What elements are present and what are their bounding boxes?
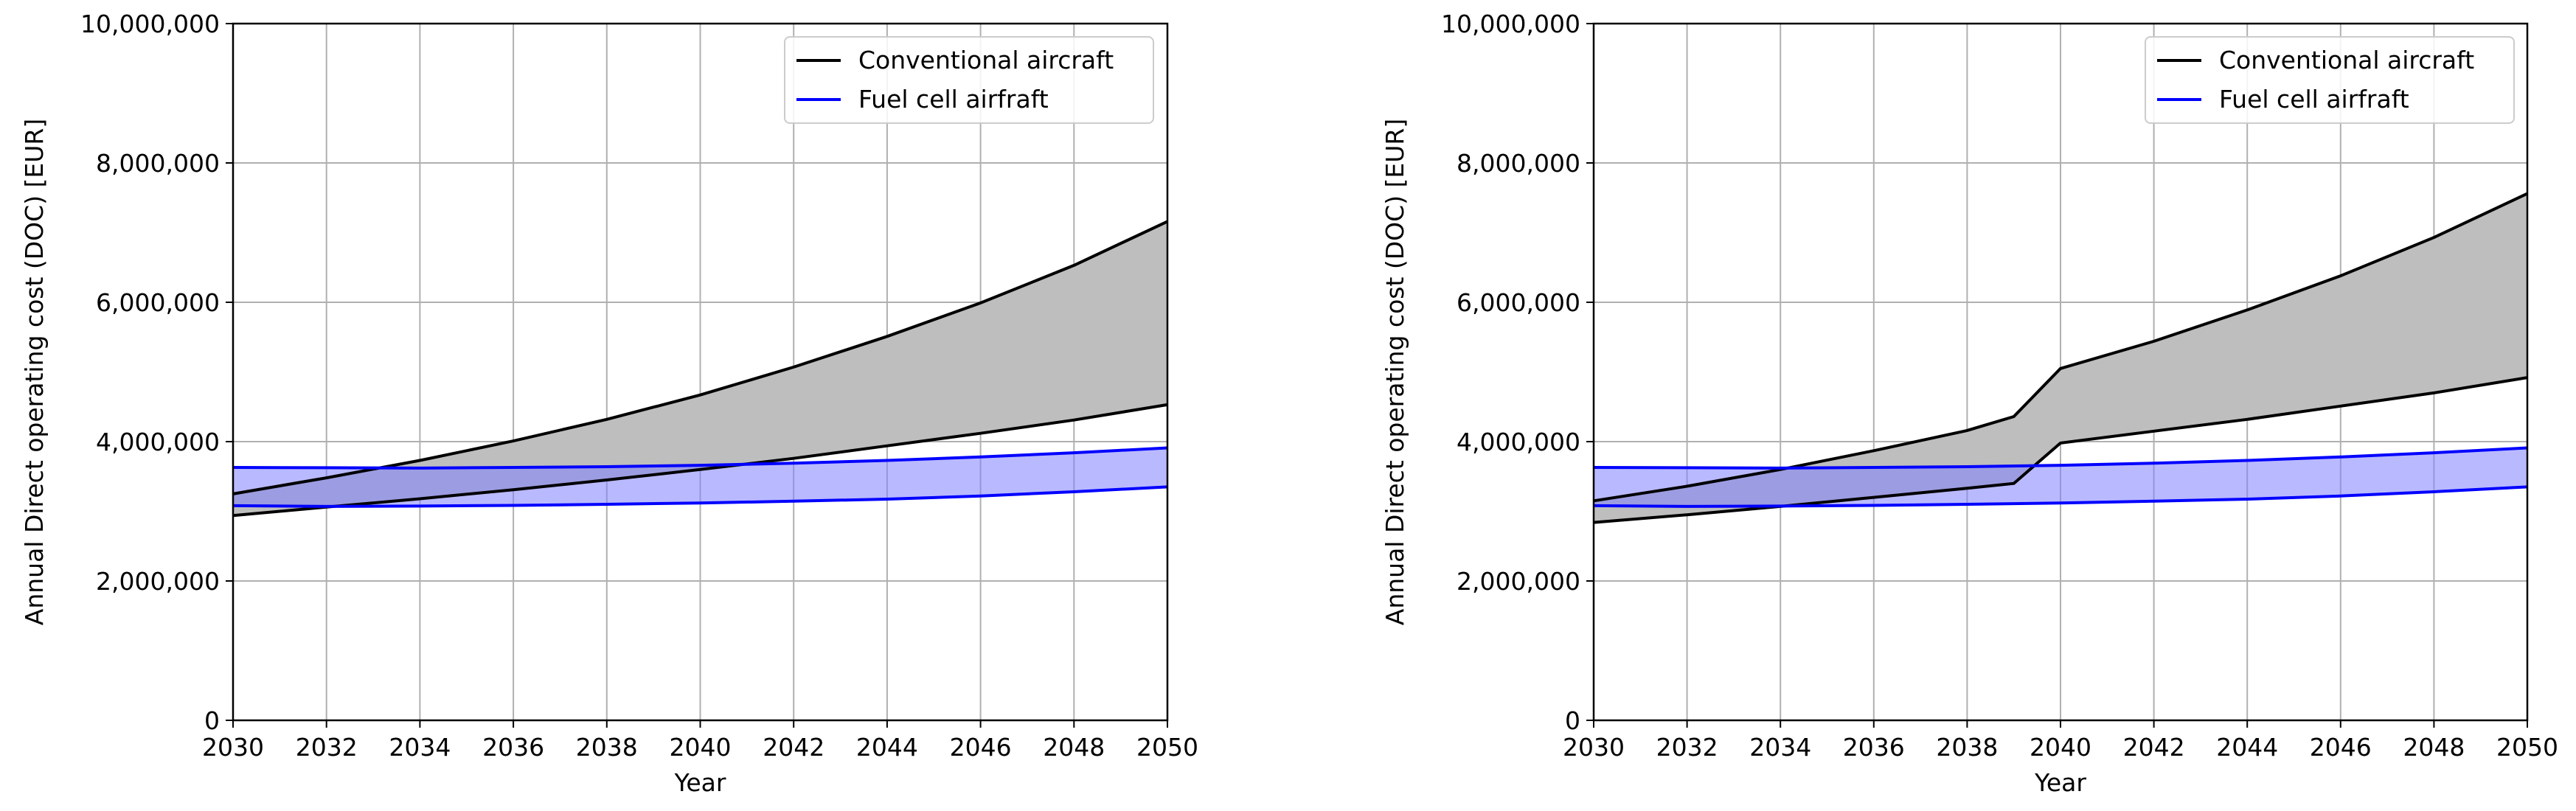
x-tick-label: 2036	[1843, 733, 1905, 762]
x-tick-label: 2032	[296, 733, 358, 762]
x-axis-label: Year	[674, 768, 726, 797]
series-line-upper-2	[232, 446, 1168, 470]
y-tick-label: 10,000,000	[1441, 10, 1580, 38]
x-tick-label: 2042	[2123, 733, 2185, 762]
x-tick-label: 2034	[389, 733, 451, 762]
series-line-lower-1	[232, 403, 1168, 518]
series-line-upper-1	[232, 220, 1168, 495]
y-tick-label: 2,000,000	[96, 567, 220, 596]
x-tick-label: 2044	[856, 733, 918, 762]
legend-box	[2145, 36, 2515, 124]
x-tick-label: 2038	[576, 733, 638, 762]
legend-box	[784, 36, 1154, 124]
series-line-lower-1	[1593, 376, 2528, 524]
y-tick-label: 2,000,000	[1457, 567, 1580, 596]
legend-entry: Conventional aircraft	[2219, 46, 2474, 74]
legend-entry: Fuel cell airfraft	[2219, 85, 2409, 114]
x-tick-label: 2032	[1656, 733, 1718, 762]
x-tick-label: 2050	[2496, 733, 2558, 762]
x-tick-label: 2050	[1136, 733, 1198, 762]
x-tick-label: 2030	[1563, 733, 1625, 762]
y-tick-label: 6,000,000	[1457, 288, 1580, 317]
y-tick-label: 8,000,000	[96, 149, 220, 178]
y-tick-label: 4,000,000	[1457, 428, 1580, 456]
y-tick-label: 10,000,000	[80, 10, 220, 38]
x-tick-label: 2044	[2216, 733, 2278, 762]
legend-entry: Fuel cell airfraft	[858, 85, 1049, 114]
y-axis-label: Annual Direct operating cost (DOC) [EUR]	[20, 119, 49, 626]
y-tick-label: 6,000,000	[96, 288, 220, 317]
x-tick-label: 2040	[670, 733, 732, 762]
y-tick-label: 0	[204, 706, 220, 735]
y-tick-label: 8,000,000	[1457, 149, 1580, 178]
series-band-2	[1594, 448, 2527, 507]
legend-entry: Conventional aircraft	[858, 46, 1114, 74]
chart-panel-2: 2030 2032 2034 2036 2038 2040 2042 2044 2046 2048…	[1381, 10, 2558, 797]
series-line-lower-2	[1593, 485, 2528, 508]
series-line-upper-1	[1593, 192, 2528, 503]
chart-panel-1: 2030 2032 2034 2036 2038 2040 2042 2044 2046 2048…	[20, 10, 1198, 797]
series-line-lower-2	[232, 485, 1168, 508]
x-tick-label: 2042	[763, 733, 824, 762]
x-tick-label: 2046	[950, 733, 1012, 762]
x-tick-label: 2030	[202, 733, 264, 762]
plot-frame	[232, 22, 1169, 722]
plot-frame	[1592, 22, 2529, 722]
series-band-2	[233, 448, 1167, 507]
x-tick-label: 2038	[1936, 733, 1998, 762]
series-line-upper-2	[1593, 446, 2528, 470]
x-tick-label: 2036	[482, 733, 544, 762]
x-axis-label: Year	[2034, 768, 2086, 797]
y-tick-label: 0	[1565, 706, 1580, 735]
x-tick-label: 2034	[1749, 733, 1811, 762]
y-tick-label: 4,000,000	[96, 428, 220, 456]
x-tick-label: 2040	[2030, 733, 2091, 762]
y-axis-label: Annual Direct operating cost (DOC) [EUR]	[1381, 119, 1409, 626]
x-tick-label: 2048	[1043, 733, 1105, 762]
x-tick-label: 2046	[2310, 733, 2372, 762]
x-tick-label: 2048	[2403, 733, 2465, 762]
